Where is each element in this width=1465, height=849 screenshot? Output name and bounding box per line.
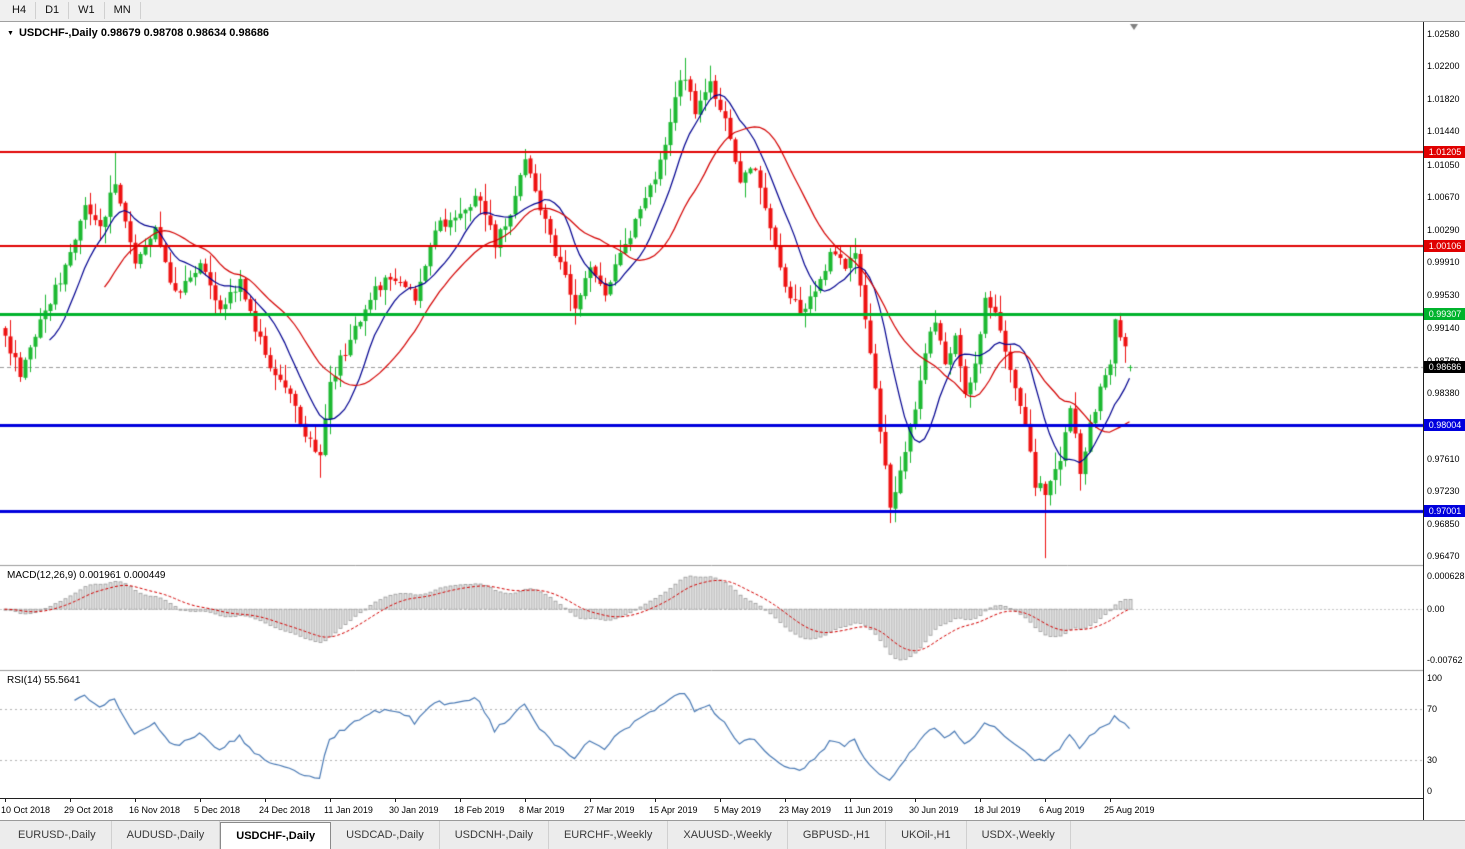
hline-price-tag: 0.99307 [1424,308,1465,320]
date-label: 18 Jul 2019 [974,805,1021,815]
chart-tab-usdcnh-daily[interactable]: USDCNH-,Daily [440,821,549,849]
time-axis-tick [850,799,851,802]
chart-tab-xauusd-weekly[interactable]: XAUUSD-,Weekly [668,821,788,849]
date-label: 15 Apr 2019 [649,805,698,815]
chart-canvas[interactable] [0,22,1423,798]
hline-price-tag: 0.97001 [1424,505,1465,517]
chart-tab-ukoil-h1[interactable]: UKOil-,H1 [886,821,967,849]
timeframe-button-mn[interactable]: MN [105,2,141,19]
date-label: 6 Aug 2019 [1039,805,1085,815]
time-axis-tick [590,799,591,802]
time-axis-tick [785,799,786,802]
time-axis-tick [330,799,331,802]
rsi-axis-label: 0 [1427,786,1433,796]
timeframe-button-d1[interactable]: D1 [36,2,70,19]
hline-price-tag: 1.00106 [1424,240,1465,252]
date-label: 27 Mar 2019 [584,805,635,815]
price-axis-label: 0.96850 [1427,519,1460,529]
chart-marker-icon: ▼ [7,30,14,37]
price-axis-label: 1.02200 [1427,61,1460,71]
time-axis-tick [460,799,461,802]
timeframe-button-w1[interactable]: W1 [69,2,105,19]
chart-tab-usdcad-daily[interactable]: USDCAD-,Daily [331,821,440,849]
date-label: 5 May 2019 [714,805,762,815]
time-axis-tick [525,799,526,802]
date-label: 11 Jun 2019 [844,805,893,815]
chart-tab-usdx-weekly[interactable]: USDX-,Weekly [967,821,1071,849]
macd-indicator-title: MACD(12,26,9) 0.001961 0.000449 [7,570,166,581]
price-axis-label: 0.99910 [1427,257,1460,267]
price-axis-label: 1.00670 [1427,192,1460,202]
price-axis-label: 0.97230 [1427,486,1460,496]
price-axis-label: 1.01050 [1427,160,1460,170]
timeframe-toolbar: H4 D1 W1 MN [0,0,1465,22]
date-label: 24 Dec 2018 [259,805,311,815]
date-label: 30 Jun 2019 [909,805,959,815]
price-axis-label: 0.96470 [1427,551,1460,561]
time-axis-tick [655,799,656,802]
chart-tab-gbpusd-h1[interactable]: GBPUSD-,H1 [788,821,887,849]
chart-tab-audusd-daily[interactable]: AUDUSD-,Daily [112,821,221,849]
chart-window: ▼ USDCHF-,Daily 0.98679 0.98708 0.98634 0… [0,22,1465,820]
macd-axis-label: 0.00 [1427,604,1445,614]
date-label: 29 Oct 2018 [64,805,114,815]
date-label: 8 Mar 2019 [519,805,565,815]
price-axis-label: 0.98380 [1427,388,1460,398]
date-label: 23 May 2019 [779,805,832,815]
time-axis-tick [395,799,396,802]
time-axis-tick [135,799,136,802]
time-axis-tick [915,799,916,802]
price-axis-label: 1.00290 [1427,225,1460,235]
time-axis-tick [1110,799,1111,802]
rsi-axis-label: 30 [1427,755,1438,765]
date-label: 30 Jan 2019 [389,805,439,815]
macd-axis-label: 0.0006286 [1427,571,1465,581]
price-axis-label: 1.01440 [1427,126,1460,136]
date-label: 10 Oct 2018 [1,805,51,815]
price-axis-label: 0.99530 [1427,290,1460,300]
hline-price-tag: 0.98004 [1424,419,1465,431]
chart-tabs-bar: EURUSD-,Daily AUDUSD-,Daily USDCHF-,Daily U… [0,820,1465,849]
price-axis-label: 0.97610 [1427,454,1460,464]
time-axis-tick [265,799,266,802]
chart-tab-eurchf-weekly[interactable]: EURCHF-,Weekly [549,821,669,849]
chart-tab-usdchf-daily[interactable]: USDCHF-,Daily [220,822,332,849]
time-axis-tick [70,799,71,802]
rsi-axis-label: 100 [1427,673,1443,683]
rsi-indicator-title: RSI(14) 55.5641 [7,675,81,686]
time-axis-tick [5,799,6,802]
time-axis-tick [980,799,981,802]
date-label: 18 Feb 2019 [454,805,505,815]
date-label: 11 Jan 2019 [324,805,373,815]
price-axis-label: 1.01820 [1427,94,1460,104]
chart-title-text: USDCHF-,Daily 0.98679 0.98708 0.98634 0.… [18,27,270,39]
price-axis-label: 0.99140 [1427,323,1460,333]
price-axis-label: 1.02580 [1427,29,1460,39]
price-scale[interactable]: 1.02580 1.02200 1.01820 1.01440 1.01050 1.006… [1423,22,1465,820]
time-axis-tick [1045,799,1046,802]
time-axis-tick [200,799,201,802]
time-axis-tick [720,799,721,802]
chart-title: ▼ USDCHF-,Daily 0.98679 0.98708 0.98634 0… [7,27,269,39]
rsi-axis-label: 70 [1427,704,1438,714]
timeframe-button-h4[interactable]: H4 [3,2,37,19]
chart-tab-eurusd-daily[interactable]: EURUSD-,Daily [3,821,112,849]
date-label: 16 Nov 2018 [129,805,181,815]
date-label: 25 Aug 2019 [1104,805,1155,815]
current-price-tag: 0.98686 [1424,361,1465,373]
hline-price-tag: 1.01205 [1424,146,1465,158]
time-axis[interactable]: 10 Oct 2018 29 Oct 2018 16 Nov 2018 5 Dec 2… [0,798,1423,820]
date-label: 5 Dec 2018 [194,805,241,815]
macd-axis-label: -0.00762 [1427,655,1463,665]
